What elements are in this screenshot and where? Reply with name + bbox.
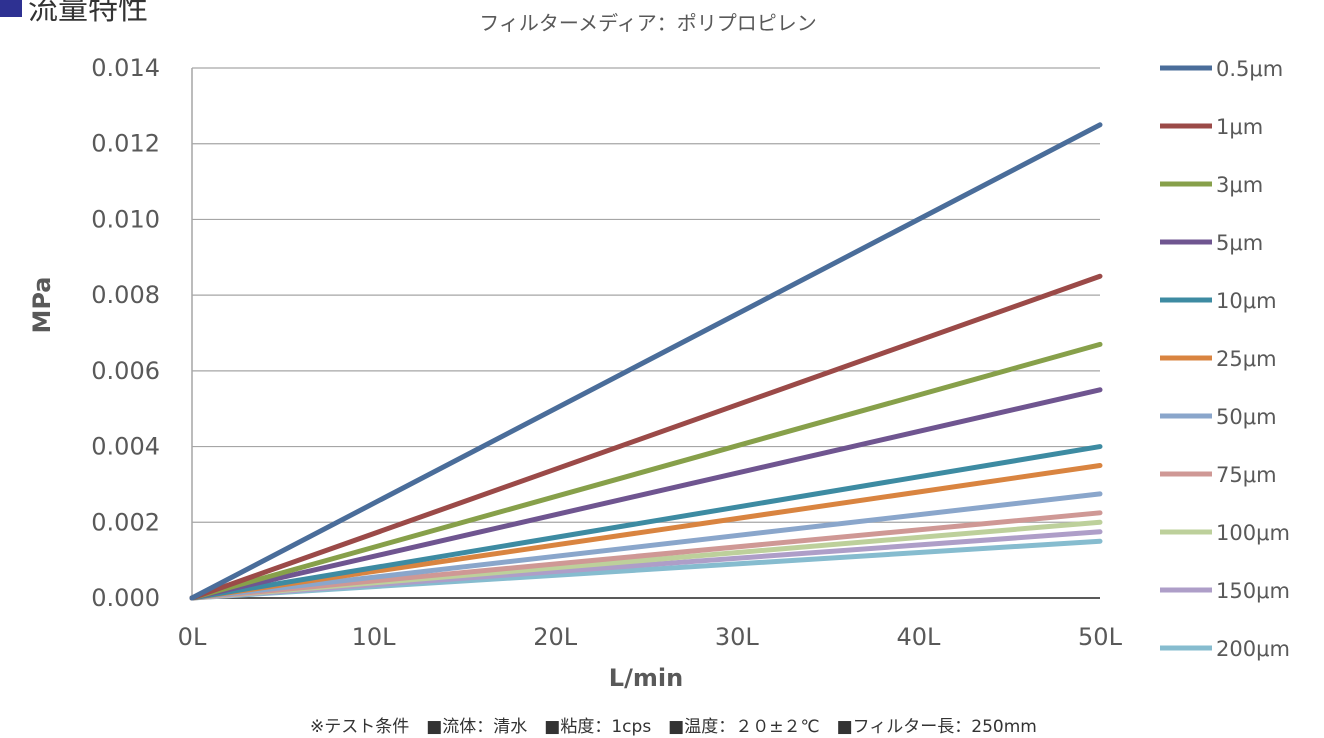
y-tick-label: 0.000 (91, 584, 160, 612)
series-lines (189, 122, 1103, 601)
legend-label: 75μm (1216, 463, 1277, 487)
series-line (189, 510, 1103, 601)
legend-label: 50μm (1216, 405, 1277, 429)
axes (191, 68, 1100, 599)
series-line (189, 341, 1103, 601)
series-line (189, 444, 1103, 601)
x-tick-labels: 0L 10L 20L 30L 40L 50L (178, 623, 1123, 651)
y-tick-label: 0.002 (91, 508, 160, 536)
x-tick-label: 0L (178, 623, 207, 651)
legend-label: 1μm (1216, 115, 1263, 139)
series-line (189, 273, 1103, 601)
series-line (189, 491, 1103, 601)
legend-label: 3μm (1216, 173, 1263, 197)
y-tick-label: 0.014 (91, 54, 160, 82)
page-title-text: 流量特性 (28, 0, 148, 27)
x-tick-label: 50L (1078, 623, 1123, 651)
legend-label: 25μm (1216, 347, 1277, 371)
test-conditions-note: ※テスト条件 ■流体：清水 ■粘度：1cps ■温度：２０±２℃ ■フィルター長… (310, 717, 1037, 737)
y-tick-labels: 0.000 0.002 0.004 0.006 0.008 0.010 0.012 0.014 (91, 54, 160, 612)
legend-label: 100μm (1216, 521, 1290, 545)
legend-label: 5μm (1216, 231, 1263, 255)
grid-lines (192, 67, 1100, 523)
page-title: 流量特性 (0, 0, 148, 27)
y-tick-label: 0.008 (91, 281, 160, 309)
chart-subtitle: フィルターメディア：ポリプロピレン (479, 11, 816, 35)
y-axis-title: MPa (28, 276, 56, 333)
x-tick-label: 20L (533, 623, 578, 651)
y-tick-label: 0.010 (91, 205, 160, 233)
series-line (189, 387, 1103, 601)
y-tick-label: 0.012 (91, 130, 160, 158)
x-tick-label: 30L (715, 623, 760, 651)
legend-label: 10μm (1216, 289, 1277, 313)
x-tick-label: 40L (896, 623, 941, 651)
title-square-icon (0, 0, 22, 17)
legend-label: 150μm (1216, 579, 1290, 603)
series-line (189, 463, 1103, 601)
legend-label: 200μm (1216, 637, 1290, 661)
x-tick-label: 10L (352, 623, 397, 651)
x-axis-title: L/min (609, 664, 683, 692)
legend-label: 0.5μm (1216, 57, 1283, 81)
series-line (189, 122, 1103, 601)
y-tick-label: 0.006 (91, 357, 160, 385)
y-tick-label: 0.004 (91, 433, 160, 461)
legend: 0.5μm 1μm 3μm 5μm 10μm 25μm 50μm 75μm 100μm 150μm… (1160, 57, 1290, 661)
